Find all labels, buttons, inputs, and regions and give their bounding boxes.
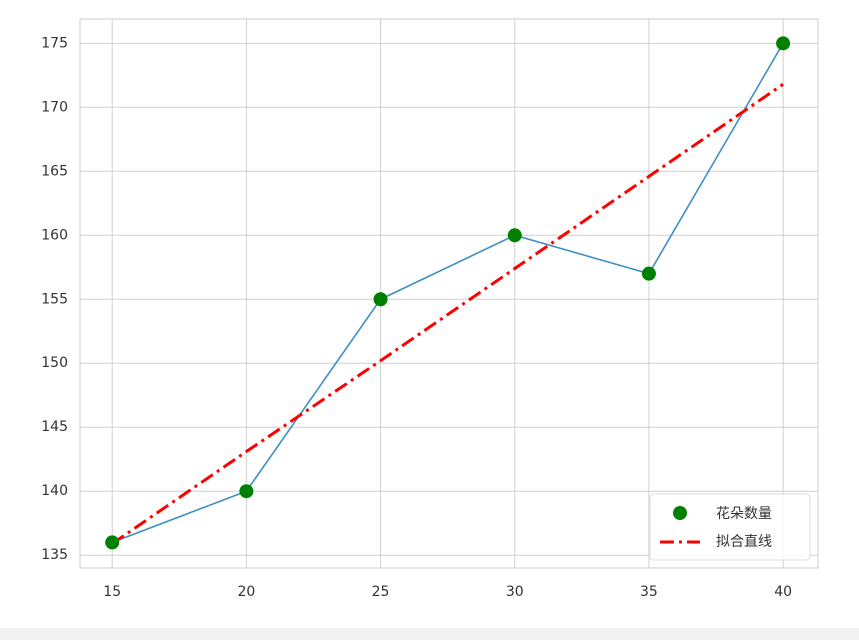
y-tick-label: 140 [41,483,68,499]
marker [641,266,656,281]
marker [105,535,120,550]
y-tick-label: 155 [41,291,68,307]
plot-frame [79,18,819,569]
legend-label: 拟合直线 [716,533,772,550]
marker [373,292,388,307]
marker [776,36,791,51]
y-tick-label: 175 [41,35,68,51]
fit-line [111,83,784,545]
y-tick-label: 145 [41,419,68,435]
x-tick-label: 15 [103,584,121,600]
legend-box [649,493,811,561]
marker [507,228,522,243]
x-tick-label: 30 [506,584,524,600]
y-tick-label: 165 [41,163,68,179]
legend-label: 花朵数量 [716,506,772,522]
y-tick-label: 160 [41,227,68,243]
data-line [111,42,784,544]
legend-marker [673,506,687,520]
y-tick-label: 170 [41,99,68,115]
footer-bar [0,628,859,640]
x-tick-label: 20 [237,584,255,600]
x-tick-label: 35 [640,584,658,600]
x-tick-label: 25 [372,584,390,600]
y-tick-label: 150 [41,355,68,371]
y-tick-label: 135 [41,547,68,563]
x-tick-label: 40 [774,584,792,600]
marker [239,484,254,499]
